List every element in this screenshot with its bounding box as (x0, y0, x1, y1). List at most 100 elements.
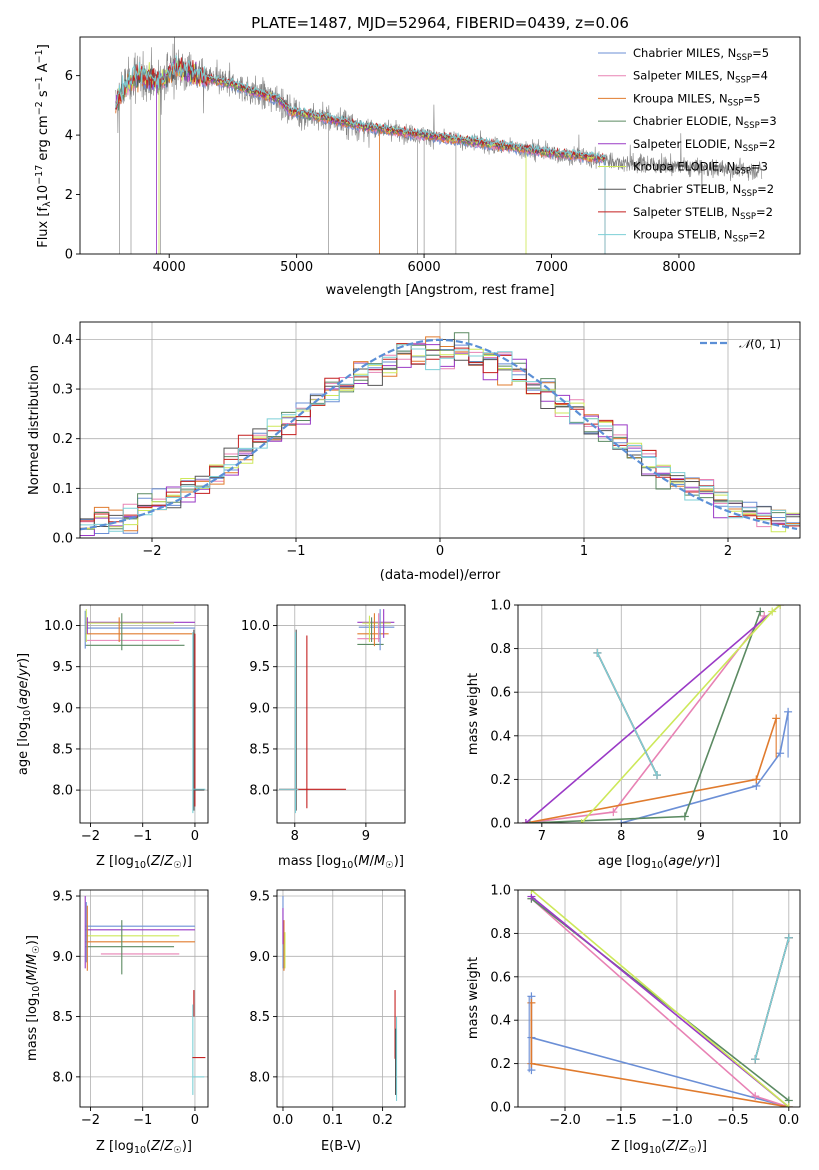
y-tick-label: 8.5 (249, 1010, 270, 1025)
y-tick-label: 0.2 (52, 432, 73, 447)
axes-frame (517, 889, 801, 1108)
y-tick-label: 0.4 (490, 729, 511, 744)
axes-frame (79, 889, 209, 1108)
y-tick-label: 1.0 (490, 599, 511, 614)
legend-entry: Salpeter ELODIE, NSSP=2 (633, 137, 776, 154)
x-axis-label: age [log10(age/yr)] (598, 854, 720, 871)
grid-age_vs_mass (277, 605, 405, 823)
marker-kroupa-elodie (776, 605, 785, 609)
y-tick-label: 0.4 (490, 1014, 511, 1029)
x-tick-label: −2.0 (549, 1113, 581, 1128)
y-tick-label: 9.5 (52, 890, 73, 905)
histogram-chabrier-stelib (80, 339, 800, 527)
series-line-chabrier-miles (621, 711, 789, 823)
panel-weight_vs_age: 7 8 9 10 0.0 0.2 0.4 0.6 0.8 1.0 age [log10(age/yr… (466, 599, 801, 871)
panel-mass_vs_ebv: 0.0 0.1 0.2 8.0 8.5 9.0 9.5 E(B-V) (249, 890, 406, 1154)
y-tick-label: 6 (65, 69, 73, 84)
y-tick-label: 9.0 (249, 701, 270, 716)
y-tick-label: 8.5 (249, 742, 270, 757)
normal-curve (80, 338, 798, 531)
y-axis-label: Flux [fλ10−17 erg cm−2 s−1 A−1] (34, 44, 53, 248)
legend-entry: Kroupa ELODIE, NSSP=3 (633, 160, 768, 177)
y-tick-label: 8.5 (52, 1010, 73, 1025)
y-tick-label: 9.0 (249, 950, 270, 965)
marker-kroupa-elodie (784, 1103, 793, 1107)
x-tick-label: −0.5 (717, 1113, 749, 1128)
y-tick-label: 1.0 (490, 884, 511, 899)
y-tick-label: 0.0 (52, 532, 73, 547)
legend-entry: Salpeter STELIB, NSSP=2 (633, 205, 773, 222)
marker-chabrier-miles (776, 749, 785, 758)
y-tick-label: 0.0 (490, 817, 511, 832)
histogram-kroupa-elodie (80, 343, 800, 533)
y-tick-label: 8.5 (52, 742, 73, 757)
x-axis-label: mass [log10(M/M☉)] (278, 854, 404, 871)
residuals-legend: 𝒩(0, 1) (700, 337, 781, 351)
legend-entry: Chabrier MILES, NSSP=5 (633, 46, 769, 63)
legend-entry: Kroupa MILES, NSSP=5 (633, 91, 760, 108)
legend-entry: Kroupa STELIB, NSSP=2 (633, 228, 765, 245)
panel-age_vs_mass: 8 9 8.0 8.5 9.0 9.5 10.0 mass [log10(M/M☉)] (241, 604, 406, 871)
x-axis-label: Z [log10(Z/Z☉)] (96, 854, 192, 871)
panel-residuals: −2 −1 0 1 2 0.0 0.1 0.2 0.3 0.4 (data-model)/error… (27, 321, 801, 583)
spectrum-legend: Chabrier MILES, NSSP=5 Salpeter MILES, NS… (598, 46, 777, 245)
y-tick-label: 0.3 (52, 383, 73, 398)
panel-spectrum: 4000 5000 6000 7000 8000 0 2 4 6 wavelength [Angs… (34, 36, 801, 298)
axes-spectrum: 4000 5000 6000 7000 8000 0 2 4 6 wavelength [Angs… (34, 36, 801, 298)
marker-kroupa-elodie (527, 890, 536, 894)
y-axis-label: mass [log10(M/M☉)] (25, 935, 42, 1061)
y-tick-label: 0.4 (52, 333, 73, 348)
marker-kroupa-elodie (768, 607, 777, 616)
panel-age_vs_Z: −2 −1 0 8.0 8.5 9.0 9.5 10.0 Z [log10(Z/Z☉)] age … (16, 604, 209, 871)
legend-entry: Chabrier STELIB, NSSP=2 (633, 182, 774, 199)
y-tick-label: 10.0 (44, 619, 73, 634)
x-tick-label: 10 (772, 829, 789, 844)
y-tick-label: 8.0 (249, 1070, 270, 1085)
x-axis-label: (data-model)/error (380, 568, 501, 583)
axes-mass_vs_ebv: 0.0 0.1 0.2 8.0 8.5 9.0 9.5 E(B-V) (249, 890, 406, 1154)
panel-mass_vs_Z: −2 −1 0 8.0 8.5 9.0 9.5 Z [log10(Z/Z☉)] mass [lo… (25, 889, 209, 1156)
y-axis-label: age [log10(age/yr)] (16, 653, 33, 775)
x-axis-label: Z [log10(Z/Z☉)] (96, 1139, 192, 1156)
histogram-salpeter-elodie (80, 343, 800, 536)
marker-chabrier-elodie (756, 607, 765, 616)
plot-area-spectrum (115, 37, 763, 254)
plot-area-mass_vs_ebv (282, 896, 398, 1101)
axes-age_vs_mass: 8 9 8.0 8.5 9.0 9.5 10.0 mass [log10(M/M☉)] (241, 604, 406, 871)
x-tick-label: 0 (436, 544, 444, 559)
y-tick-label: 0.6 (490, 970, 511, 985)
y-tick-label: 8.0 (52, 1070, 73, 1085)
x-tick-label: 8 (291, 829, 299, 844)
plot-area-age_vs_mass (279, 609, 395, 814)
y-tick-label: 9.5 (249, 660, 270, 675)
x-tick-label: 0.0 (778, 1113, 799, 1128)
marker-kroupa-stelib (751, 1055, 760, 1064)
y-tick-label: 0.1 (52, 482, 73, 497)
x-tick-label: −1.5 (605, 1113, 637, 1128)
series-line-kroupa-elodie (530, 890, 790, 1107)
x-tick-label: 9 (697, 829, 705, 844)
legend-entry: 𝒩(0, 1) (739, 337, 781, 351)
y-tick-label: 9.0 (52, 950, 73, 965)
model-line-kroupa-stelib (115, 55, 606, 254)
grid-mass_vs_ebv (277, 890, 405, 1107)
y-tick-label: 0.8 (490, 642, 511, 657)
x-tick-label: 4000 (153, 260, 186, 275)
y-tick-label: 2 (65, 188, 73, 203)
legend-entry: Salpeter MILES, NSSP=4 (633, 69, 768, 86)
x-tick-label: 0.1 (322, 1113, 343, 1128)
series-line-kroupa-stelib (596, 652, 658, 776)
axes-age_vs_Z: −2 −1 0 8.0 8.5 9.0 9.5 10.0 Z [log10(Z/Z☉)] age … (16, 604, 209, 871)
figure-title: PLATE=1487, MJD=52964, FIBERID=0439, z=0… (251, 14, 629, 32)
x-tick-label: 7000 (535, 260, 568, 275)
axes-frame (517, 604, 801, 824)
axes-frame (79, 36, 801, 255)
series-line-kroupa-stelib (754, 937, 790, 1060)
x-axis-label: E(B-V) (321, 1139, 361, 1154)
marker-chabrier-elodie (680, 812, 689, 821)
model-line-kroupa-elodie (115, 60, 606, 254)
grid-age_vs_Z (80, 605, 208, 823)
y-axis-label: mass weight (466, 673, 481, 755)
axes-mass_vs_Z: −2 −1 0 8.0 8.5 9.0 9.5 Z [log10(Z/Z☉)] mass [lo… (25, 889, 209, 1156)
